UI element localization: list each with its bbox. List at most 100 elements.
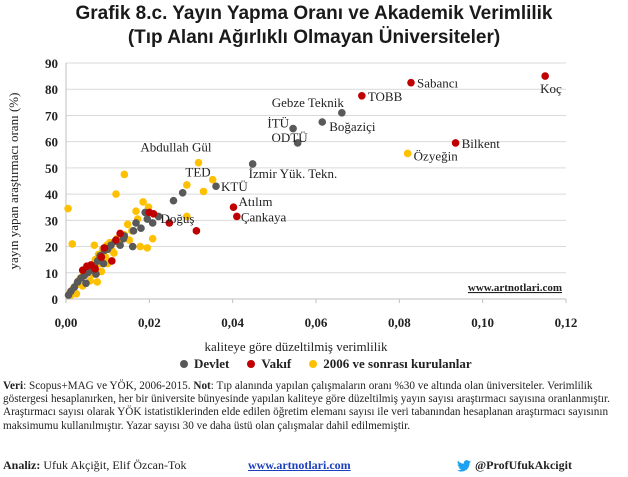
x-tick-label: 0,10 [471,315,494,330]
data-point-yeni [199,187,208,196]
point-annotation: Çankaya [241,209,287,224]
veri-text: : Scopus+MAG ve YÖK, 2006-2015. [23,380,194,392]
y-tick-label: 60 [45,135,58,150]
data-point-yeni [139,198,147,206]
point-annotation: Abdullah Gül [140,140,212,155]
legend-item-vakif: Vakıf [247,356,291,372]
point-annotation: Gebze Teknik [272,95,345,110]
y-tick-label: 50 [45,161,58,176]
data-point-yeni [64,204,72,213]
data-point-vakif [116,229,124,238]
point-annotation: ODTÜ [272,130,309,145]
legend-marker-vakif [247,360,256,368]
chart-title-line2: (Tıp Alanı Ağırlıklı Olmayan Üniversitel… [127,27,501,48]
y-tick-label: 0 [52,292,59,307]
data-point-vakif [192,227,201,235]
point-annotation: Koç [540,81,562,96]
data-point-devlet [129,227,138,235]
data-point-devlet [128,242,137,251]
data-point-yeni [183,181,191,189]
y-tick-label: 10 [45,266,58,281]
data-point-vakif [78,266,87,274]
data-point-devlet [99,259,108,268]
x-tick-label: 0,12 [555,315,578,330]
data-point-yeni [90,241,99,250]
legend-item-yeni: 2006 ve sonrası kurulanlar [309,356,472,372]
data-point-vakif [100,244,109,252]
point-annotation: Boğaziçi [329,119,376,134]
point-annotation: Özyeğin [414,148,459,163]
point-annotation: İTÜ [267,116,289,131]
data-point-vakif [407,78,415,87]
legend-label-yeni: 2006 ve sonrası kurulanlar [323,356,472,371]
point-annotation: Doğuş [160,211,194,226]
data-point-devlet [178,189,187,197]
data-point-devlet [64,291,73,299]
point-annotation: TOBB [368,89,403,104]
data-point-vakif [358,91,366,100]
data-point-devlet [289,124,297,133]
legend-label-devlet: Devlet [194,356,230,371]
y-tick-label: 30 [45,213,58,228]
analysis-credit: Analiz: Ufuk Akçiğit, Elif Özcan-Tok [3,458,186,473]
data-point-devlet [212,182,220,191]
legend-marker-yeni [309,360,318,368]
point-annotation: Atılım [239,194,273,209]
data-point-devlet [82,279,90,288]
data-point-vakif [108,257,116,265]
data-point-yeni [68,240,77,248]
data-point-devlet [137,224,145,232]
twitter-handle[interactable]: @ProfUfukAkcigit [457,458,572,473]
not-label: Not [193,380,211,392]
data-point-yeni [403,149,412,158]
legend-marker-devlet [180,360,188,368]
source-notes: Veri: Scopus+MAG ve YÖK, 2006-2015. Not:… [3,380,623,433]
scatter-chart: 0 10 20 30 40 50 60 70 80 90 0,00 0,02 0,04 0,06 0,08 0… [6,56,578,354]
twitter-bird-icon [457,459,471,472]
legend-item-devlet: Devlet [180,356,229,372]
chart-title-line1: Grafik 8.c. Yayın Yapma Oranı ve Akademi… [75,3,553,24]
data-point-yeni [120,170,129,179]
website-link[interactable]: www.artnotlari.com [248,458,351,472]
data-point-vakif [149,209,158,218]
data-point-yeni [132,207,140,215]
y-tick-label: 80 [45,82,58,97]
x-tick-label: 0,08 [388,315,411,330]
twitter-handle-text: @ProfUfukAkcigit [475,458,572,472]
data-point-yeni [208,175,217,184]
data-point-devlet [148,219,157,227]
data-point-yeni [183,212,191,221]
data-point-vakif [229,203,238,212]
analysis-label: Analiz: [3,458,41,472]
data-point-devlet [143,215,152,223]
data-point-yeni [148,234,157,243]
legend-label-vakif: Vakıf [261,356,292,371]
analysis-names: Ufuk Akçiğit, Elif Özcan-Tok [40,458,187,472]
data-point-vakif [541,72,549,80]
data-point-vakif [91,265,99,273]
x-axis-label: kaliteye göre düzeltilmiş verimlilik [204,339,388,354]
data-point-devlet [169,196,178,205]
y-tick-label: 40 [45,187,58,202]
x-tick-label: 0,04 [221,315,244,330]
data-point-devlet [318,118,327,126]
data-point-vakif [451,139,460,147]
data-point-yeni [112,190,120,198]
y-tick-label: 90 [45,56,58,71]
data-point-yeni [194,158,203,167]
veri-label: Veri [3,380,24,392]
data-point-yeni [110,249,118,257]
data-point-yeni [93,278,102,286]
data-point-devlet [132,219,140,227]
x-tick-label: 0,06 [305,315,328,330]
point-annotation: İzmir Yük. Tekn. [249,166,338,181]
data-point-vakif [97,253,106,261]
legend: Devlet Vakıf 2006 ve sonrası kurulanlar [180,356,490,372]
data-point-devlet [248,160,257,168]
data-point-yeni [136,242,144,251]
data-point-devlet [338,109,346,117]
data-point-vakif [165,219,174,227]
x-tick-label: 0,02 [138,315,161,330]
not-text: : Tıp alanında yapılan çalışmaların oran… [3,380,610,432]
data-point-yeni [143,244,152,252]
